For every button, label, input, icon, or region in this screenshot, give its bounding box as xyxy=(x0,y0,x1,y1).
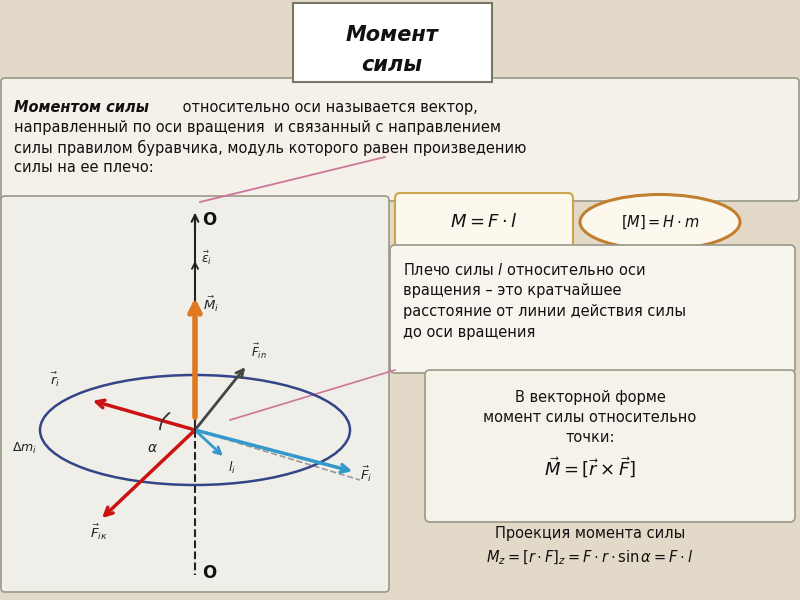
Text: $\vec{\varepsilon}_i$: $\vec{\varepsilon}_i$ xyxy=(201,250,212,267)
Text: силы на ее плечо:: силы на ее плечо: xyxy=(14,160,154,175)
Text: $\Delta m_i$: $\Delta m_i$ xyxy=(12,441,37,456)
FancyBboxPatch shape xyxy=(293,3,492,82)
FancyBboxPatch shape xyxy=(1,196,389,592)
FancyBboxPatch shape xyxy=(390,245,795,373)
Text: $\vec{M} = [\vec{r} \times \vec{F}]$: $\vec{M} = [\vec{r} \times \vec{F}]$ xyxy=(544,456,636,480)
Text: O: O xyxy=(202,211,216,229)
Text: до оси вращения: до оси вращения xyxy=(403,325,535,340)
Text: относительно оси называется вектор,: относительно оси называется вектор, xyxy=(178,100,478,115)
Text: расстояние от линии действия силы: расстояние от линии действия силы xyxy=(403,304,686,319)
Text: $\vec{r}_i$: $\vec{r}_i$ xyxy=(50,371,60,389)
Text: $\alpha$: $\alpha$ xyxy=(147,441,158,455)
Text: O: O xyxy=(202,564,216,582)
Text: Плечо силы $l$ относительно оси: Плечо силы $l$ относительно оси xyxy=(403,262,646,278)
Text: $M = F \cdot l$: $M = F \cdot l$ xyxy=(450,213,518,231)
FancyBboxPatch shape xyxy=(1,78,799,201)
Text: $\vec{M}_i$: $\vec{M}_i$ xyxy=(203,295,219,314)
FancyBboxPatch shape xyxy=(395,193,573,251)
Text: В векторной форме: В векторной форме xyxy=(514,390,666,405)
Text: момент силы относительно: момент силы относительно xyxy=(483,410,697,425)
Text: Моментом силы: Моментом силы xyxy=(14,100,149,115)
Text: вращения – это кратчайшее: вращения – это кратчайшее xyxy=(403,283,622,298)
Text: точки:: точки: xyxy=(566,430,614,445)
Text: $\vec{F}_{i\kappa}$: $\vec{F}_{i\kappa}$ xyxy=(90,523,108,542)
Text: Проекция момента силы: Проекция момента силы xyxy=(495,526,685,541)
Text: направленный по оси вращения  и связанный с направлением: направленный по оси вращения и связанный… xyxy=(14,120,501,135)
Text: $l_i$: $l_i$ xyxy=(228,460,236,476)
Text: силы: силы xyxy=(362,55,422,75)
Ellipse shape xyxy=(580,194,740,250)
FancyBboxPatch shape xyxy=(425,370,795,522)
Text: $\vec{F}_i$: $\vec{F}_i$ xyxy=(360,464,372,484)
Text: силы правилом буравчика, модуль которого равен произведению: силы правилом буравчика, модуль которого… xyxy=(14,140,526,156)
Text: Момент: Момент xyxy=(346,25,438,45)
Text: $M_z = [r \cdot F]_z = F \cdot r \cdot \sin\alpha = F \cdot l$: $M_z = [r \cdot F]_z = F \cdot r \cdot \… xyxy=(486,549,694,567)
Text: $[M] = H \cdot \mathit{m}$: $[M] = H \cdot \mathit{m}$ xyxy=(621,213,699,231)
Text: $\vec{F}_{in}$: $\vec{F}_{in}$ xyxy=(251,342,267,361)
